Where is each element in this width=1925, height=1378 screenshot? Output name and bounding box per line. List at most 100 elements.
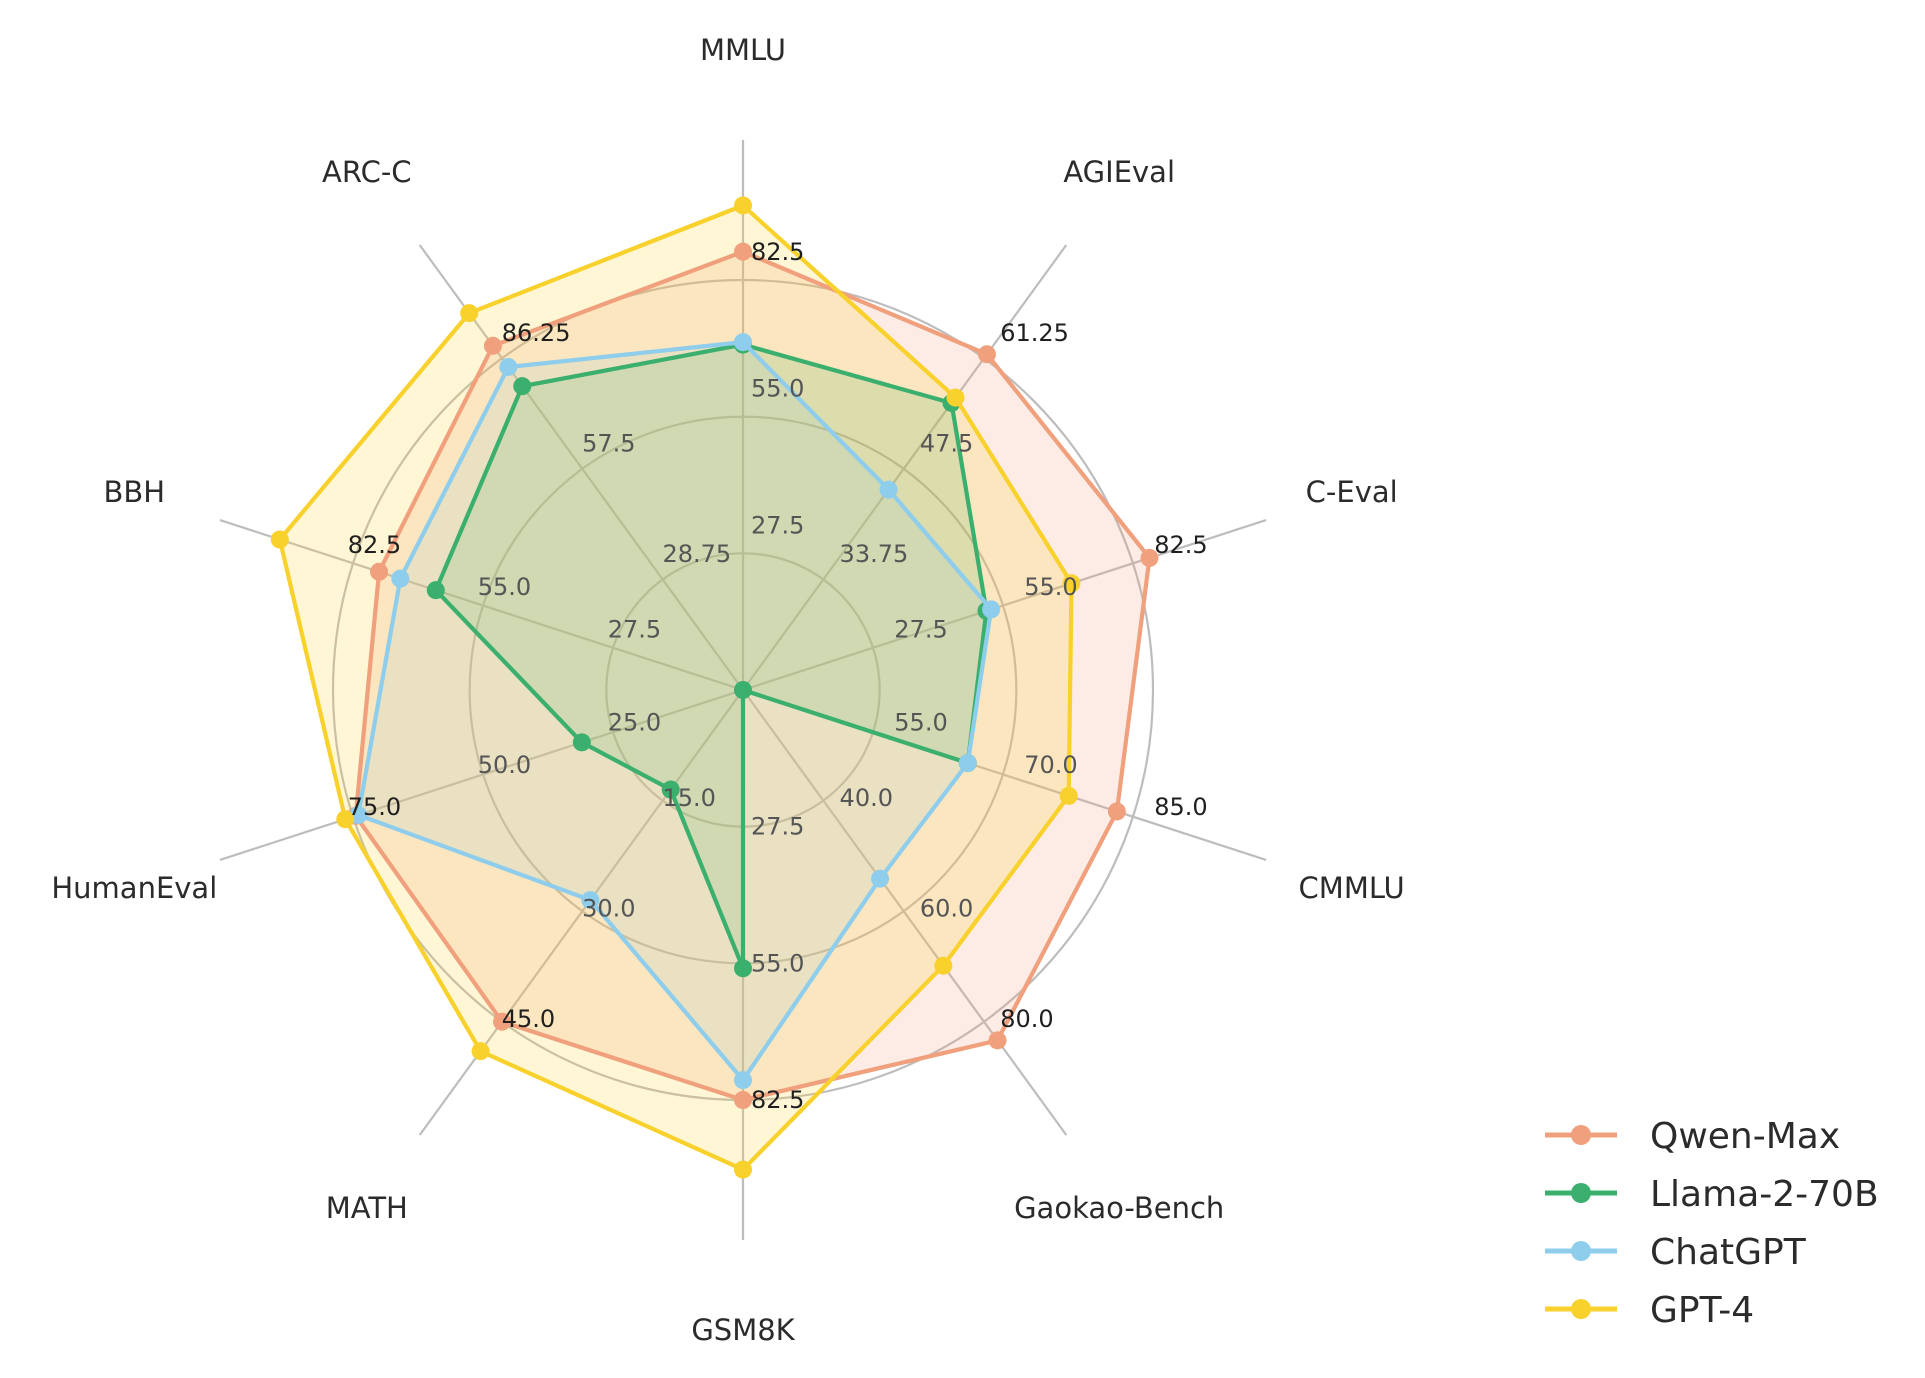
tick-label-cmmlu-2: 70.0 bbox=[1024, 751, 1077, 779]
tick-label-cmmlu-3: 85.0 bbox=[1154, 793, 1207, 821]
tick-label-bbh-1: 27.5 bbox=[608, 615, 661, 643]
axis-label-cmmlu: CMMLU bbox=[1299, 871, 1405, 905]
series-area-gpt-4 bbox=[279, 205, 1072, 1170]
tick-label-gsm8k-3: 82.5 bbox=[751, 1086, 804, 1114]
data-point-llama-2-70b-gsm8k bbox=[734, 959, 752, 978]
data-point-chatgpt-math bbox=[581, 891, 600, 910]
data-point-llama-2-70b-bbh bbox=[426, 581, 445, 600]
tick-label-humaneval-1: 25.0 bbox=[608, 709, 661, 737]
data-point-qwen-max-arc-c bbox=[483, 336, 502, 355]
legend-label-gpt-4: GPT-4 bbox=[1650, 1290, 1754, 1331]
spoke-c-eval bbox=[742, 518, 1267, 692]
spoke-humaneval bbox=[219, 688, 744, 862]
data-point-gpt-4-gaokao-bench bbox=[934, 956, 953, 975]
data-point-gpt-4-math bbox=[471, 1042, 490, 1061]
spoke-math bbox=[418, 689, 744, 1136]
series-gpt-4 bbox=[270, 196, 1081, 1179]
tick-label-arc-c-2: 57.5 bbox=[582, 430, 635, 458]
data-point-gpt-4-bbh bbox=[270, 530, 289, 549]
data-point-llama-2-70b-gaokao-bench bbox=[734, 681, 752, 699]
data-point-qwen-max-cmmlu bbox=[1107, 802, 1126, 821]
legend-label-qwen-max: Qwen-Max bbox=[1650, 1116, 1840, 1157]
tick-label-humaneval-3: 75.0 bbox=[348, 793, 401, 821]
legend-marker-gpt-4 bbox=[1571, 1299, 1591, 1319]
axis-label-arc-c: ARC-C bbox=[322, 155, 412, 189]
data-point-qwen-max-mmlu bbox=[734, 242, 752, 261]
data-point-chatgpt-gsm8k bbox=[734, 1071, 752, 1090]
tick-label-cmmlu-1: 55.0 bbox=[894, 709, 947, 737]
legend-item-chatgpt: ChatGPT bbox=[1545, 1232, 1807, 1273]
tick-label-c-eval-3: 82.5 bbox=[1154, 531, 1207, 559]
spoke-agieval bbox=[742, 244, 1068, 691]
series-lines bbox=[270, 196, 1159, 1179]
axis-label-gsm8k: GSM8K bbox=[691, 1313, 795, 1347]
spoke-bbh bbox=[219, 518, 744, 692]
tick-label-humaneval-2: 50.0 bbox=[478, 751, 531, 779]
data-point-chatgpt-arc-c bbox=[499, 357, 518, 376]
data-point-qwen-max-gaokao-bench bbox=[988, 1031, 1007, 1050]
axis-labels: MMLU AGIEval C-Eval CMMLU Gaokao-Bench GSM8K M… bbox=[51, 33, 1404, 1347]
tick-label-math-2: 30.0 bbox=[582, 894, 635, 922]
data-point-chatgpt-mmlu bbox=[734, 333, 752, 352]
axis-label-c-eval: C-Eval bbox=[1306, 475, 1398, 509]
legend-marker-llama-2-70b bbox=[1571, 1183, 1591, 1203]
axis-label-gaokao-bench: Gaokao-Bench bbox=[1014, 1191, 1224, 1225]
tick-label-gsm8k-2: 55.0 bbox=[751, 949, 804, 977]
data-point-gpt-4-cmmlu bbox=[1059, 786, 1078, 805]
series-area-chatgpt bbox=[358, 342, 992, 1081]
tick-label-bbh-2: 55.0 bbox=[478, 573, 531, 601]
data-point-gpt-4-humaneval bbox=[336, 810, 355, 829]
data-point-chatgpt-cmmlu bbox=[958, 754, 977, 773]
series-areas bbox=[279, 205, 1150, 1170]
axis-label-math: MATH bbox=[326, 1191, 408, 1225]
data-point-qwen-max-math bbox=[493, 1012, 512, 1031]
data-point-qwen-max-bbh bbox=[370, 562, 389, 581]
legend-marker-chatgpt bbox=[1571, 1241, 1591, 1261]
data-point-chatgpt-c-eval bbox=[982, 600, 1001, 619]
tick-label-math-3: 45.0 bbox=[502, 1005, 555, 1033]
data-point-chatgpt-gaokao-bench bbox=[871, 869, 890, 888]
data-point-gpt-4-c-eval bbox=[1062, 574, 1081, 593]
tick-label-gaokao-bench-2: 60.0 bbox=[920, 894, 973, 922]
tick-label-c-eval-1: 27.5 bbox=[894, 615, 947, 643]
axis-label-humaneval: HumanEval bbox=[51, 871, 217, 905]
axis-label-bbh: BBH bbox=[104, 475, 166, 509]
legend-item-llama-2-70b: Llama-2-70B bbox=[1545, 1174, 1879, 1215]
data-point-gpt-4-gsm8k bbox=[734, 1160, 752, 1179]
tick-label-math-1: 15.0 bbox=[662, 784, 715, 812]
data-point-gpt-4-mmlu bbox=[734, 196, 752, 215]
axis-tick-labels: 27.5 55.0 82.5 33.75 47.5 61.25 27.5 55.0 82.5 55… bbox=[348, 238, 1208, 1114]
axis-label-agieval: AGIEval bbox=[1063, 155, 1175, 189]
tick-label-bbh-3: 82.5 bbox=[348, 531, 401, 559]
series-qwen-max bbox=[346, 242, 1159, 1109]
data-point-llama-2-70b-arc-c bbox=[513, 377, 532, 396]
legend-label-chatgpt: ChatGPT bbox=[1650, 1232, 1807, 1273]
tick-label-mmlu-3: 82.5 bbox=[751, 238, 804, 266]
series-chatgpt bbox=[349, 333, 1001, 1090]
data-point-chatgpt-agieval bbox=[879, 480, 898, 499]
series-area-llama-2-70b bbox=[435, 344, 987, 969]
tick-label-mmlu-1: 27.5 bbox=[751, 511, 804, 539]
data-point-qwen-max-gsm8k bbox=[734, 1091, 752, 1109]
tick-label-agieval-2: 47.5 bbox=[920, 430, 973, 458]
data-point-gpt-4-arc-c bbox=[460, 304, 479, 323]
data-point-llama-2-70b-humaneval bbox=[572, 733, 591, 752]
tick-label-agieval-1: 33.75 bbox=[840, 540, 909, 568]
tick-label-gaokao-bench-1: 40.0 bbox=[840, 784, 893, 812]
legend-marker-qwen-max bbox=[1571, 1125, 1591, 1145]
axis-label-mmlu: MMLU bbox=[700, 33, 786, 67]
tick-label-arc-c-1: 28.75 bbox=[662, 540, 731, 568]
tick-label-gsm8k-1: 27.5 bbox=[751, 813, 804, 841]
spoke-gaokao-bench bbox=[742, 689, 1068, 1136]
data-point-llama-2-70b-math bbox=[661, 780, 680, 799]
tick-label-c-eval-2: 55.0 bbox=[1024, 573, 1077, 601]
tick-label-mmlu-2: 55.0 bbox=[751, 375, 804, 403]
legend-item-qwen-max: Qwen-Max bbox=[1545, 1116, 1840, 1157]
legend: Qwen-Max Llama-2-70B ChatGPT GPT-4 bbox=[1545, 1116, 1879, 1331]
data-point-chatgpt-bbh bbox=[391, 569, 410, 588]
tick-label-agieval-3: 61.25 bbox=[1000, 319, 1069, 347]
legend-item-gpt-4: GPT-4 bbox=[1545, 1290, 1754, 1331]
tick-label-arc-c-3: 86.25 bbox=[502, 319, 571, 347]
data-point-qwen-max-c-eval bbox=[1140, 548, 1159, 567]
data-point-qwen-max-agieval bbox=[977, 345, 996, 364]
